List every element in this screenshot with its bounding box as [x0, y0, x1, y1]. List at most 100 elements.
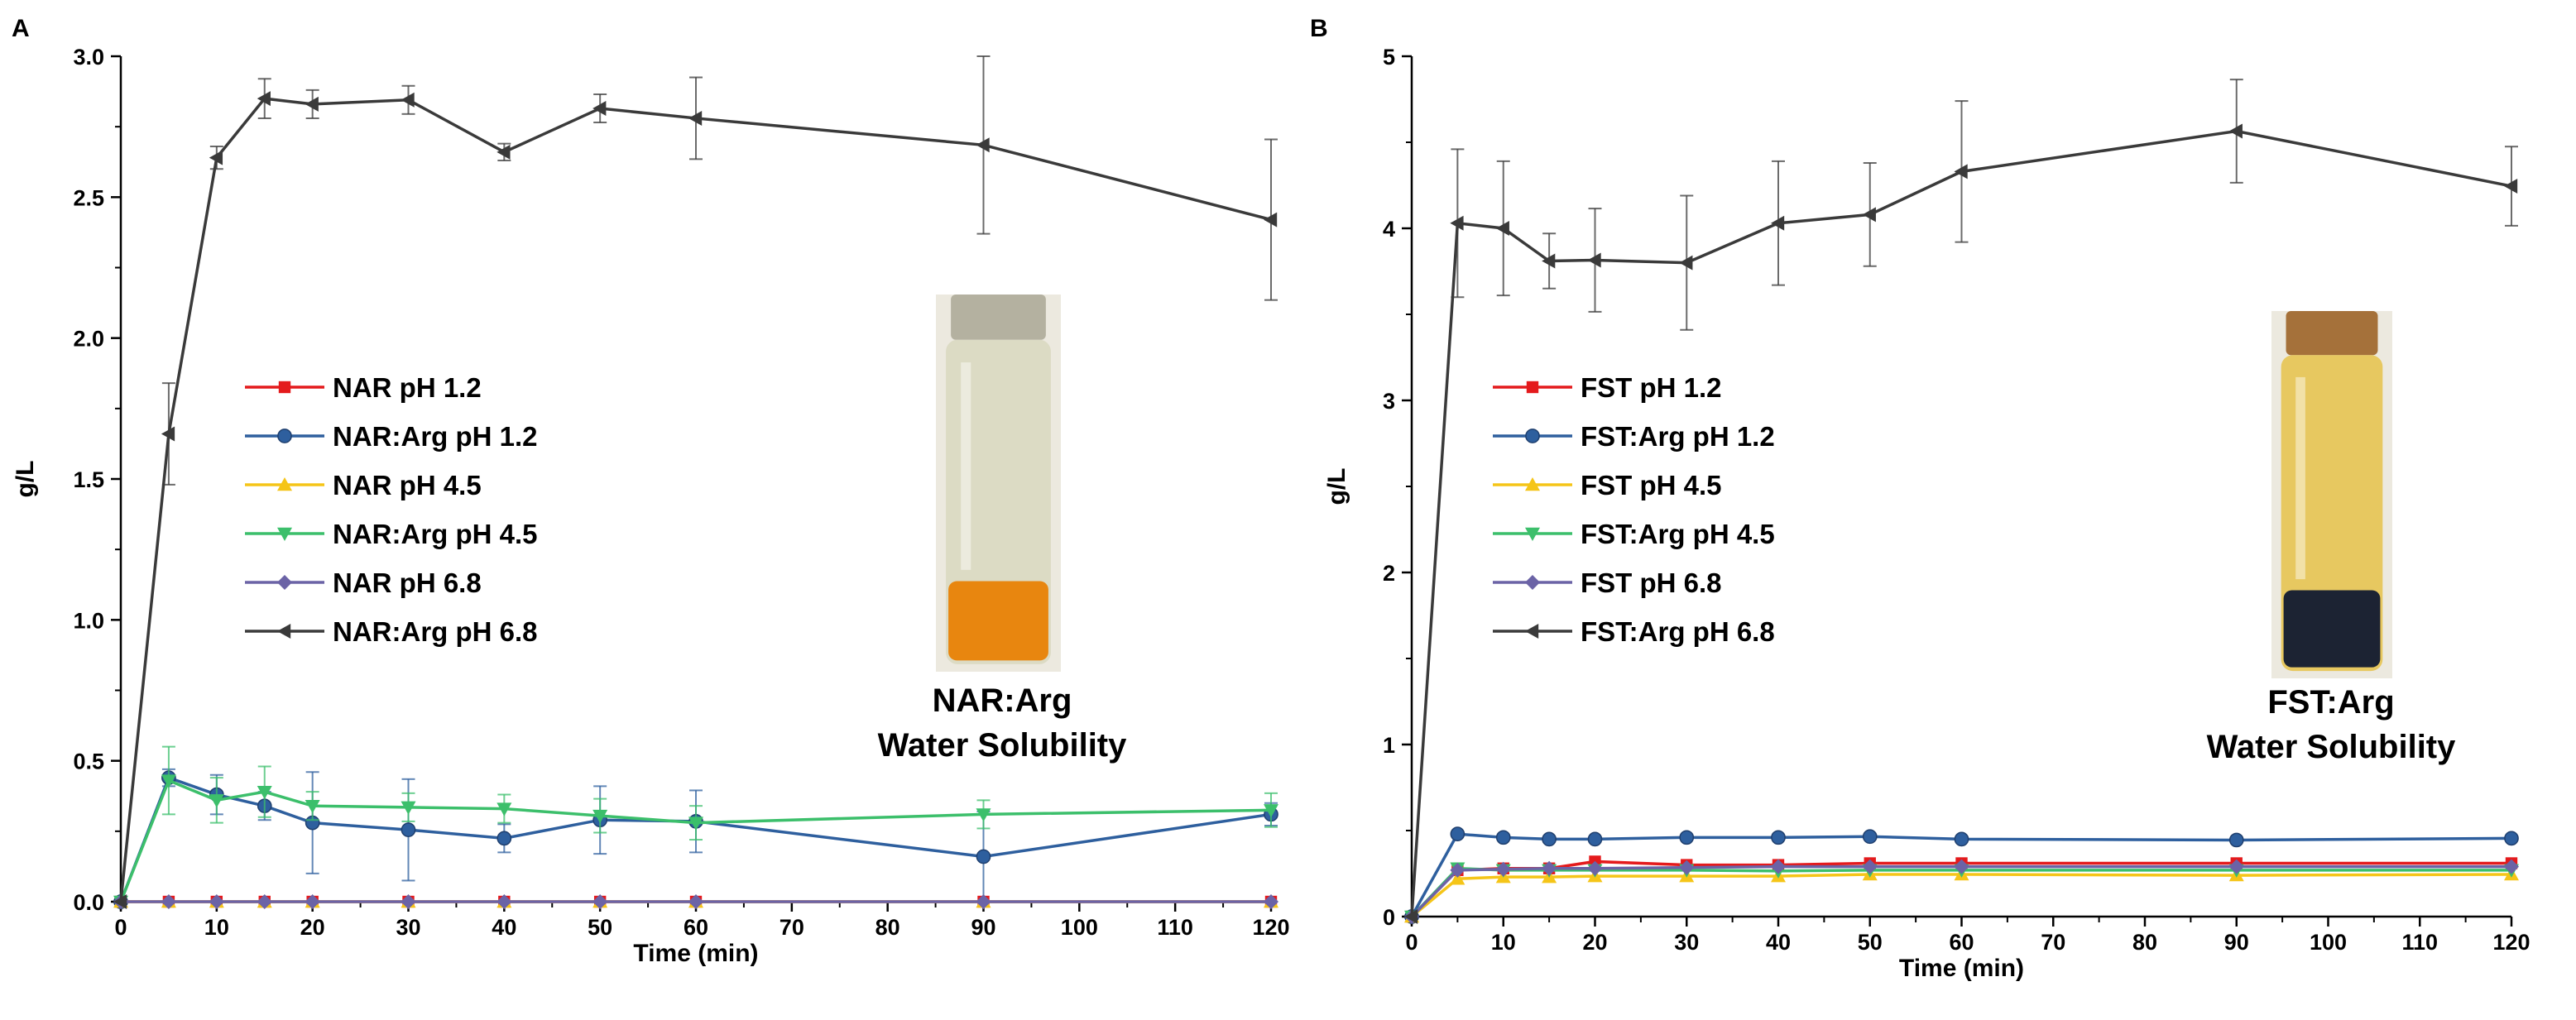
vial-photo-fst	[2271, 311, 2392, 678]
data-point	[1264, 804, 1278, 818]
data-point	[688, 110, 703, 126]
x-tick-label: 10	[1491, 930, 1516, 955]
y-tick-label: 2.0	[73, 327, 104, 352]
data-point	[976, 808, 991, 822]
panel-letter: A	[12, 15, 30, 42]
legend-label: NAR:Arg pH 6.8	[333, 616, 538, 647]
legend-item: NAR pH 4.5	[245, 470, 482, 500]
legend-label: NAR pH 4.5	[333, 470, 482, 500]
data-point	[976, 137, 990, 153]
series-group	[113, 55, 1278, 909]
legend-marker	[1525, 527, 1540, 541]
data-point	[113, 894, 127, 909]
data-point	[1587, 831, 1603, 847]
data-point	[305, 799, 320, 814]
y-tick-label: 2.5	[73, 185, 104, 210]
panel-a-chart: A 0 10 20 30 40 50 60 70 80 90 100 110 120 0.0 0.5 1.0 1.…	[12, 15, 1290, 967]
y-axis-title: g/L	[1323, 468, 1350, 505]
vial-neck	[2286, 311, 2378, 356]
legend-item: FST:Arg pH 6.8	[1493, 616, 1775, 647]
data-point	[2228, 832, 2244, 848]
legend-item: FST:Arg pH 1.2	[1493, 421, 1775, 452]
legend-marker	[1525, 575, 1540, 590]
x-axis-title: Time (min)	[1899, 955, 2024, 982]
legend-label: FST:Arg pH 6.8	[1581, 616, 1775, 647]
data-point	[1954, 831, 1969, 847]
data-point	[592, 894, 608, 909]
legend-label: FST:Arg pH 4.5	[1581, 519, 1775, 549]
y-axis-title: g/L	[12, 461, 39, 498]
data-point	[496, 894, 512, 909]
data-point	[1679, 830, 1695, 845]
legend-item: FST:Arg pH 4.5	[1493, 519, 1775, 549]
data-point	[1450, 862, 1465, 878]
data-point	[1679, 860, 1695, 875]
data-point	[401, 894, 416, 909]
legend-item: NAR pH 6.8	[245, 567, 482, 598]
vial-liquid	[2283, 590, 2381, 668]
data-point	[496, 802, 512, 816]
vial-photo-nar	[936, 295, 1061, 672]
series-line	[119, 97, 1272, 903]
data-point	[2228, 859, 2244, 874]
data-point	[1679, 255, 1693, 271]
legend-label: NAR pH 1.2	[333, 372, 482, 403]
data-point	[976, 894, 991, 909]
data-point	[401, 92, 415, 108]
data-point	[2504, 831, 2519, 846]
photo-caption: FST:Arg	[2267, 684, 2394, 721]
data-point	[1264, 212, 1278, 227]
legend-item: NAR:Arg pH 1.2	[245, 421, 538, 452]
data-point	[1862, 859, 1878, 874]
legend-marker	[1526, 381, 1539, 394]
vial-neck	[951, 295, 1046, 340]
data-point	[1404, 909, 1418, 924]
data-point	[496, 831, 512, 846]
legend-item: FST pH 4.5	[1493, 470, 1722, 500]
x-tick-label: 110	[1157, 915, 1193, 940]
y-tick-label: 2	[1383, 561, 1395, 586]
y-tick-label: 5	[1383, 45, 1395, 69]
series-group	[113, 745, 1278, 909]
legend-label: FST pH 6.8	[1581, 567, 1722, 598]
legend-marker	[277, 575, 292, 590]
data-point	[1587, 860, 1603, 876]
data-point	[1771, 830, 1786, 845]
data-point	[1450, 871, 1465, 885]
data-point	[1495, 861, 1511, 877]
vial-liquid	[948, 581, 1048, 661]
vial-highlight	[2295, 376, 2305, 580]
legend-label: FST pH 4.5	[1581, 470, 1722, 500]
x-tick-label: 20	[300, 915, 325, 940]
panel-letter: B	[1310, 15, 1328, 42]
x-axis-title: Time (min)	[633, 940, 758, 967]
x-tick-label: 40	[492, 915, 516, 940]
data-point	[1954, 859, 1969, 874]
legend-marker	[277, 429, 292, 443]
data-point	[2504, 859, 2519, 874]
legend: FST pH 1.2 FST:Arg pH 1.2 FST pH 4.5 FST:Ar…	[1493, 372, 1775, 647]
x-tick-label: 80	[875, 915, 900, 940]
x-tick-label: 70	[780, 915, 804, 940]
data-point	[1495, 221, 1509, 236]
legend-marker	[1525, 477, 1540, 491]
data-point	[209, 894, 224, 909]
legend-marker	[277, 477, 292, 491]
y-tick-label: 0.0	[73, 890, 104, 915]
data-point	[592, 101, 607, 117]
photo-caption: Water Solubility	[878, 727, 1128, 764]
legend-item: NAR pH 1.2	[245, 372, 482, 403]
series-group	[113, 894, 1278, 909]
legend-label: NAR:Arg pH 1.2	[333, 421, 538, 452]
series-line	[1410, 873, 2512, 918]
x-tick-label: 110	[2401, 930, 2438, 955]
data-point	[1495, 830, 1511, 845]
x-tick-label: 120	[1252, 915, 1289, 940]
x-tick-label: 120	[2492, 930, 2530, 955]
legend-label: FST pH 1.2	[1581, 372, 1722, 403]
data-point	[1542, 860, 1557, 876]
legend-marker	[277, 624, 291, 639]
legend-label: NAR:Arg pH 4.5	[333, 519, 538, 549]
data-point	[688, 894, 703, 909]
